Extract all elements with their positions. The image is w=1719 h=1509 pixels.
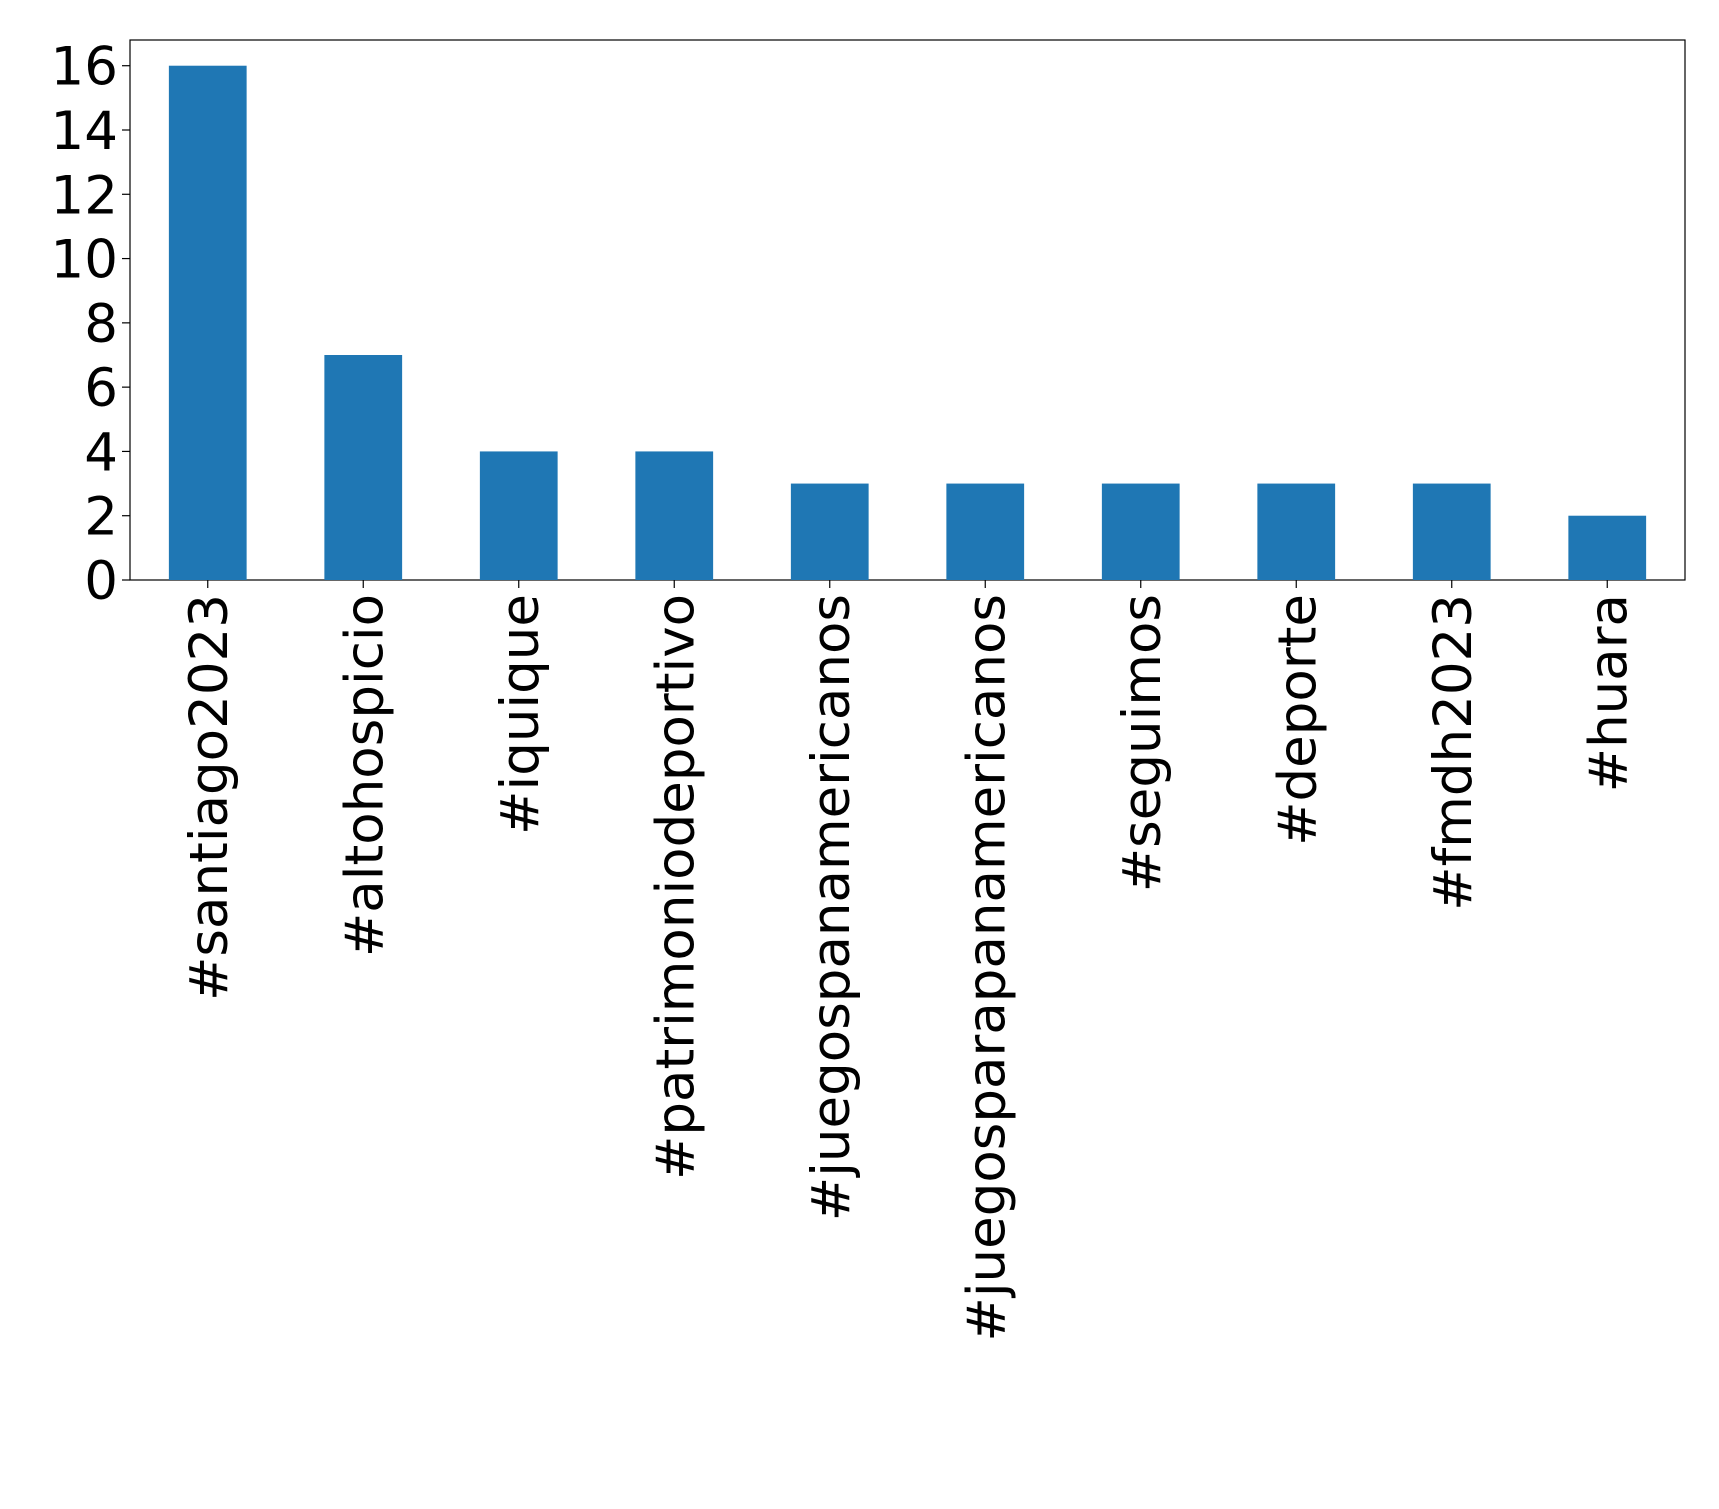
x-tick-label: #altohospicio [334, 594, 395, 957]
plot-frame [129, 39, 1686, 581]
bar [946, 483, 1025, 580]
y-tick-label: 12 [51, 165, 118, 226]
y-tick-label: 0 [84, 551, 118, 612]
bar [1412, 483, 1491, 580]
x-tick-label: #juegospanamericanos [801, 594, 862, 1221]
bar [635, 451, 714, 580]
y-tick-label: 6 [84, 358, 118, 419]
x-tick-label: #deporte [1267, 594, 1328, 846]
y-tick-label: 14 [51, 101, 118, 162]
y-tick-label: 10 [51, 230, 118, 291]
bar [1568, 515, 1647, 580]
y-tick-label: 4 [84, 422, 118, 483]
bar [1257, 483, 1336, 580]
y-tick-label: 2 [84, 487, 118, 548]
x-tick-label: #huara [1578, 594, 1639, 792]
bar [168, 65, 247, 580]
x-tick-label: #patrimoniodeportivo [645, 594, 706, 1180]
bar [479, 451, 558, 580]
x-tick-label: #santiago2023 [179, 594, 240, 1001]
bar [324, 355, 403, 580]
bar [1101, 483, 1180, 580]
x-tick-label: #juegosparapanamericanos [956, 594, 1017, 1342]
y-tick-label: 16 [51, 37, 118, 98]
x-tick-label: #seguimos [1112, 594, 1173, 892]
bar [790, 483, 869, 580]
x-tick-label: #fmdh2023 [1423, 594, 1484, 911]
x-tick-label: #iquique [490, 594, 551, 835]
y-tick-label: 8 [84, 294, 118, 355]
